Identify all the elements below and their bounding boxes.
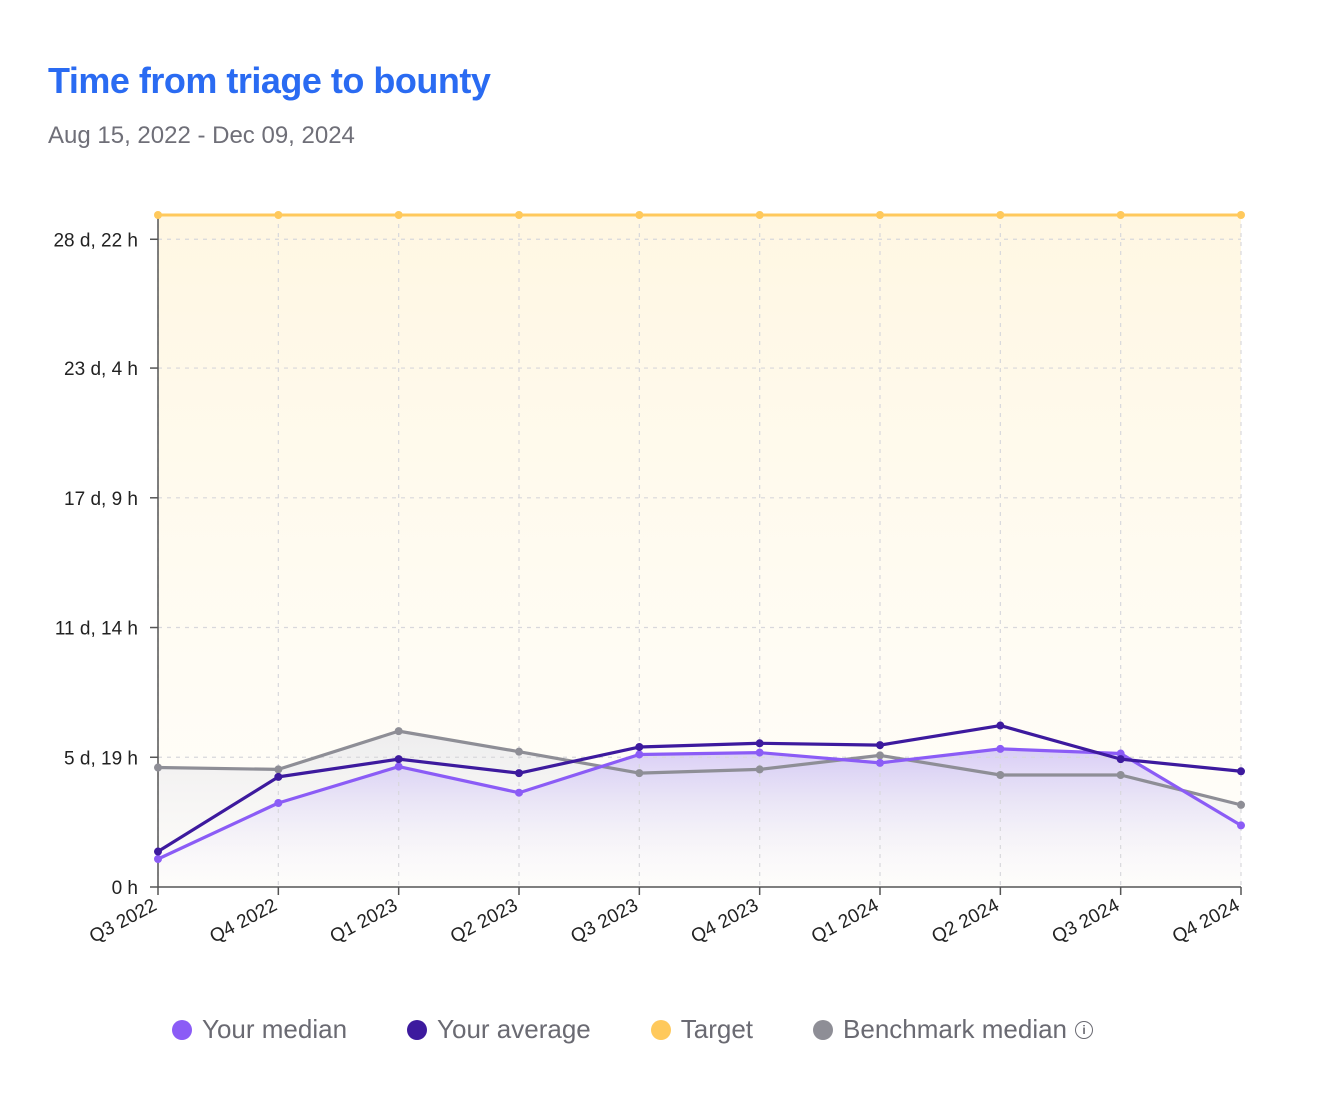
benchmark-median-point[interactable]	[635, 769, 644, 778]
legend-dot-icon	[813, 1019, 834, 1040]
target-point[interactable]	[635, 211, 644, 219]
x-tick-label: Q2 2024	[928, 895, 1003, 948]
x-tick-label: Q1 2024	[808, 895, 883, 948]
your-median-point[interactable]	[635, 750, 644, 759]
legend-your-average[interactable]: Your average	[407, 1014, 591, 1045]
median-area	[158, 748, 1241, 887]
x-tick-label: Q3 2024	[1049, 895, 1124, 948]
your-average-point[interactable]	[1116, 755, 1125, 764]
target-point[interactable]	[394, 211, 403, 219]
legend-dot-icon	[172, 1019, 192, 1040]
target-point[interactable]	[154, 211, 162, 219]
benchmark-median-point[interactable]	[394, 727, 403, 736]
x-tick-label: Q1 2023	[327, 895, 401, 948]
benchmark-median-point[interactable]	[1237, 800, 1245, 809]
benchmark-median-point[interactable]	[755, 765, 764, 774]
date-range: Aug 15, 2022 - Dec 09, 2024	[48, 122, 355, 149]
y-tick-label: 28 d, 22 h	[53, 230, 138, 251]
chart-title: Time from triage to bounty	[48, 60, 491, 101]
benchmark-median-point[interactable]	[274, 765, 283, 774]
legend-label: Benchmark median	[843, 1014, 1068, 1044]
your-median-point[interactable]	[876, 758, 884, 767]
your-average-point[interactable]	[154, 847, 162, 856]
legend-dot-icon	[650, 1019, 671, 1040]
legend-dot-icon	[407, 1019, 428, 1040]
your-average-line	[157, 723, 1242, 853]
your-average-point[interactable]	[1237, 767, 1245, 776]
benchmark-median-line	[157, 729, 1242, 807]
line-chart: 0 h 5 d, 19 h 11 d, 14 h 17 d, 9 h 23 d, 4 h…	[53, 211, 1245, 948]
your-average-point[interactable]	[996, 721, 1005, 730]
target-point[interactable]	[515, 211, 523, 219]
x-tick-label: Q4 2022	[206, 895, 280, 948]
y-tick-label: 23 d, 4 h	[64, 359, 138, 380]
your-average-point[interactable]	[274, 772, 283, 781]
x-tick-label: Q4 2023	[688, 895, 762, 948]
benchmark-median-point[interactable]	[515, 747, 523, 756]
your-average-point[interactable]	[635, 743, 644, 751]
target-area	[158, 215, 1241, 887]
chart-legend: Your median Your average Target Benchmar…	[172, 1014, 1153, 1045]
target-point[interactable]	[755, 211, 764, 219]
your-median-line	[157, 747, 1242, 861]
your-median-point[interactable]	[154, 855, 162, 863]
your-median-point[interactable]	[394, 762, 403, 771]
x-tick-label: Q2 2023	[447, 895, 521, 948]
your-median-point[interactable]	[1116, 749, 1125, 758]
your-average-point[interactable]	[394, 755, 403, 764]
target-point[interactable]	[876, 211, 884, 219]
target-point[interactable]	[1116, 211, 1125, 219]
your-median-point[interactable]	[515, 788, 523, 797]
y-tick-label: 11 d, 14 h	[55, 619, 138, 640]
legend-your-median[interactable]: Your median	[172, 1014, 347, 1045]
benchmark-median-point[interactable]	[996, 771, 1005, 779]
your-average-point[interactable]	[876, 741, 884, 750]
your-median-point[interactable]	[274, 799, 283, 807]
x-tick-label: Q3 2022	[86, 895, 160, 948]
legend-benchmark-median[interactable]: Benchmark median i	[813, 1014, 1094, 1045]
legend-label: Target	[680, 1014, 754, 1044]
your-average-point[interactable]	[755, 739, 764, 748]
x-tick-label: Q4 2024	[1169, 895, 1244, 948]
your-median-point[interactable]	[755, 748, 764, 757]
benchmark-median-point[interactable]	[154, 763, 162, 772]
target-point[interactable]	[1237, 211, 1245, 219]
y-tick-label: 5 d, 19 h	[64, 748, 138, 769]
benchmark-median-point[interactable]	[1116, 771, 1125, 779]
target-point[interactable]	[996, 211, 1005, 219]
benchmark-median-point[interactable]	[876, 751, 884, 760]
your-median-point[interactable]	[1237, 821, 1245, 830]
legend-label: Your average	[437, 1014, 591, 1044]
target-point[interactable]	[274, 211, 283, 219]
x-tick-label: Q3 2023	[567, 895, 641, 948]
legend-label: Your median	[202, 1014, 348, 1044]
your-average-point[interactable]	[515, 769, 523, 778]
legend-target[interactable]: Target	[650, 1014, 754, 1045]
your-median-point[interactable]	[996, 744, 1005, 753]
info-icon[interactable]: i	[1075, 1020, 1094, 1039]
y-tick-label: 0 h	[112, 878, 138, 899]
y-tick-label: 17 d, 9 h	[64, 489, 138, 510]
